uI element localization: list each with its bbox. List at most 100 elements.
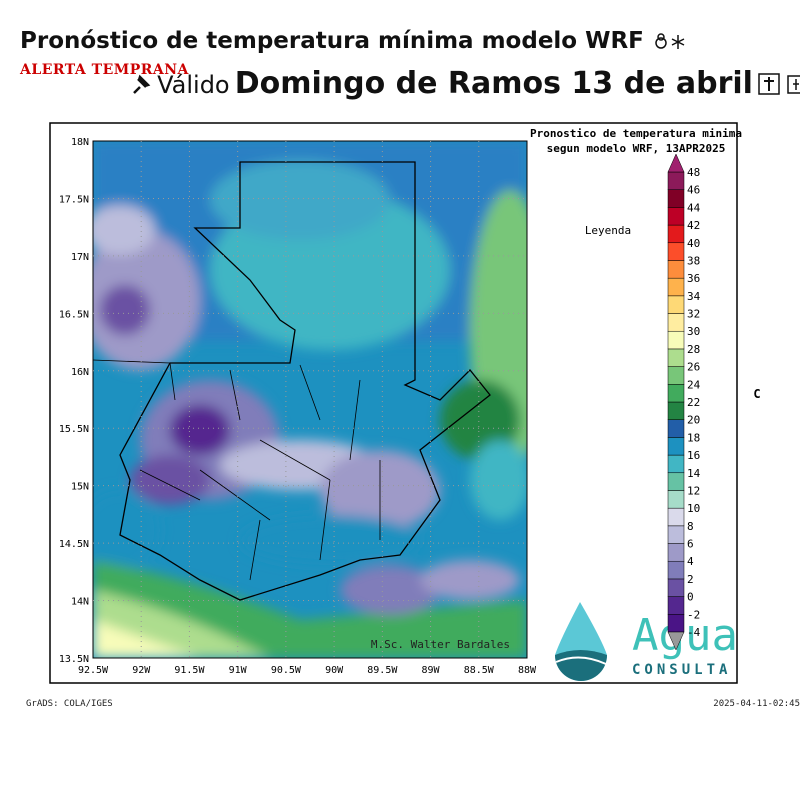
colorbar-box [667,596,685,615]
colorbar-label: -4 [687,626,701,639]
colorbar-over [667,153,685,173]
lon-label: 89W [422,665,441,676]
colorbar-box [667,525,685,544]
colorbar-box [667,366,685,385]
lon-label: 92W [132,665,151,676]
colorbar-label: -2 [687,608,700,621]
valid-prefix: Válido [157,71,230,99]
lon-label: 91W [229,665,248,676]
snow-icons [655,32,685,49]
lat-label: 16.5N [59,309,89,320]
colorbar-box [667,189,685,208]
colorbar-label: 22 [687,396,700,409]
colorbar-box [667,543,685,562]
colorbar-label: 24 [687,378,701,391]
colorbar-box [667,578,685,597]
colorbar-label: 46 [687,184,700,197]
colorbar-label: 2 [687,573,694,586]
country-border [119,161,491,601]
field-bg [93,141,527,658]
footer-left: GrADS: COLA/IGES [26,699,113,709]
legend-label: Leyenda [585,224,631,237]
title: Pronóstico de temperatura mínima modelo … [20,28,686,54]
colorbar-box [667,560,685,580]
colorbar-box [667,260,685,279]
title-text: Pronóstico de temperatura mínima modelo … [20,28,644,54]
colorbar-box [667,419,685,438]
frame [49,122,738,684]
colorbar-label: 16 [687,449,700,462]
colorbar-label: 42 [687,219,700,232]
colorbar-label: 36 [687,272,700,285]
colorbar-under [667,631,685,651]
colorbar-box [667,384,685,403]
field-blobs [93,141,527,658]
colorbar-label: 48 [687,166,700,179]
lat-label: 17.5N [59,194,89,205]
pin-icon [133,74,151,94]
lon-label: 89.5W [367,665,398,676]
map-title-line: segun modelo WRF, 13APR2025 [547,142,726,155]
colorbar-label: 38 [687,254,700,267]
colorbar-label: 18 [687,431,700,444]
colorbar-label: 30 [687,325,700,338]
logo-sub: CONSULTA [632,662,731,678]
colorbar-box [667,207,685,226]
colorbar-label: 14 [687,467,701,480]
colorbar-label: 40 [687,237,700,250]
lon-label: 88.5W [464,665,495,676]
unit-label: C [753,387,760,401]
colorbar-box [667,454,685,474]
colorbar-label: 4 [687,555,694,568]
colorbar-box [667,507,685,527]
lat-label: 17N [71,252,89,263]
lon-label: 90W [325,665,344,676]
lat-label: 14.5N [59,539,89,550]
badge: ALERTA TEMPRANA [20,62,189,78]
colorbar-label: 20 [687,414,700,427]
colorbar-box [667,313,685,332]
lat-label: 15N [71,482,89,493]
colorbar-box [667,490,685,509]
colorbar-box [667,277,685,297]
lat-label: 15.5N [59,424,89,435]
lon-label: 91.5W [174,665,205,676]
lon-label: 88W [518,665,537,676]
valid-line: Válido Domingo de Ramos 13 de abril [130,66,800,101]
department-borders [93,359,381,581]
colorbar-label: 10 [687,502,700,515]
colorbar-label: 44 [687,201,701,214]
footer-right: 2025-04-11-02:45 [713,699,800,709]
colorbar-box [667,330,685,350]
colorbar-label: 0 [687,591,694,604]
temperature-field [93,141,527,658]
plot-border [92,140,528,659]
lon-label: 90.5W [271,665,302,676]
colorbar-box [667,472,685,491]
colorbar-box [667,242,685,261]
colorbar-label: 32 [687,308,700,321]
lat-label: 13.5N [59,654,89,665]
icons [758,73,800,95]
colorbar-label: 8 [687,520,694,533]
colorbar-box [667,614,685,633]
colorbar-label: 28 [687,343,700,356]
colorbar-box [667,437,685,456]
colorbar-box [667,348,685,367]
colorbar-box [667,224,685,244]
valid-date: Domingo de Ramos 13 de abril [234,66,753,101]
map-title-line: Pronostico de temperatura minima [530,127,742,140]
colorbar-box [667,171,685,190]
lat-label: 14N [71,597,89,608]
colorbar-label: 26 [687,361,700,374]
colorbar-label: 12 [687,484,700,497]
logo: Agua CONSULTA [555,602,738,681]
colorbar-label: 6 [687,538,694,551]
colorbar-label: 34 [687,290,701,303]
logo-word: Agua [632,610,738,661]
colorbar-box [667,401,685,420]
lat-label: 18N [71,137,89,148]
